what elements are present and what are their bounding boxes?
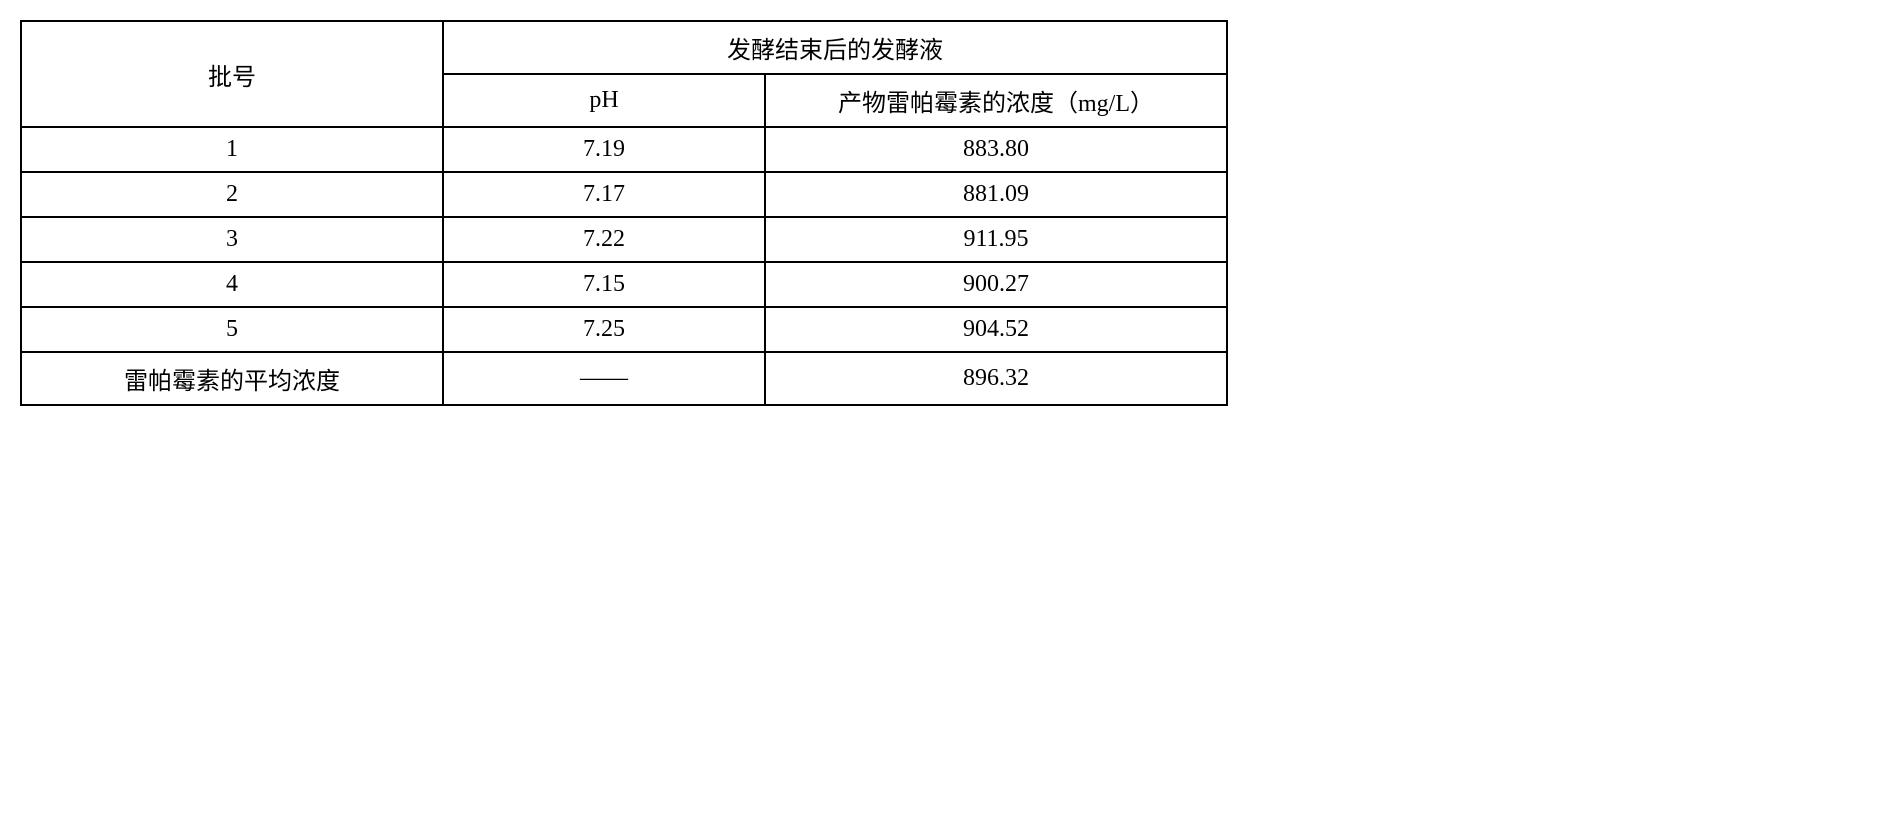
cell-batch: 2	[21, 172, 443, 217]
cell-batch: 4	[21, 262, 443, 307]
header-conc: 产物雷帕霉素的浓度（mg/L）	[765, 74, 1227, 127]
cell-batch: 1	[21, 127, 443, 172]
cell-conc: 881.09	[765, 172, 1227, 217]
table-body: 1 7.19 883.80 2 7.17 881.09 3 7.22 911.9…	[21, 127, 1227, 405]
header-group: 发酵结束后的发酵液	[443, 21, 1227, 74]
table-header: 批号 发酵结束后的发酵液 pH 产物雷帕霉素的浓度（mg/L）	[21, 21, 1227, 127]
cell-batch: 3	[21, 217, 443, 262]
cell-ph: 7.17	[443, 172, 765, 217]
header-batch: 批号	[21, 21, 443, 127]
cell-ph: 7.22	[443, 217, 765, 262]
cell-conc: 883.80	[765, 127, 1227, 172]
header-row-1: 批号 发酵结束后的发酵液	[21, 21, 1227, 74]
table-row: 3 7.22 911.95	[21, 217, 1227, 262]
header-ph: pH	[443, 74, 765, 127]
cell-ph: 7.25	[443, 307, 765, 352]
fermentation-table: 批号 发酵结束后的发酵液 pH 产物雷帕霉素的浓度（mg/L） 1 7.19 8…	[20, 20, 1228, 406]
summary-conc: 896.32	[765, 352, 1227, 405]
table-row: 1 7.19 883.80	[21, 127, 1227, 172]
cell-batch: 5	[21, 307, 443, 352]
cell-conc: 911.95	[765, 217, 1227, 262]
cell-ph: 7.19	[443, 127, 765, 172]
fermentation-table-container: 批号 发酵结束后的发酵液 pH 产物雷帕霉素的浓度（mg/L） 1 7.19 8…	[20, 20, 1228, 406]
table-summary-row: 雷帕霉素的平均浓度 —— 896.32	[21, 352, 1227, 405]
summary-ph: ——	[443, 352, 765, 405]
table-row: 2 7.17 881.09	[21, 172, 1227, 217]
table-row: 5 7.25 904.52	[21, 307, 1227, 352]
summary-label: 雷帕霉素的平均浓度	[21, 352, 443, 405]
table-row: 4 7.15 900.27	[21, 262, 1227, 307]
cell-conc: 900.27	[765, 262, 1227, 307]
cell-ph: 7.15	[443, 262, 765, 307]
cell-conc: 904.52	[765, 307, 1227, 352]
